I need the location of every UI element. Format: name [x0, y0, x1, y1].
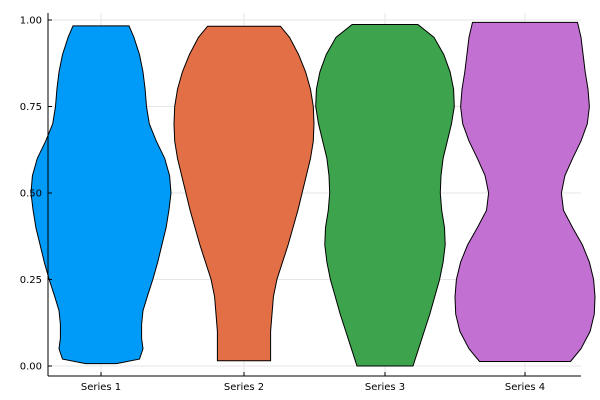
violin-2	[173, 25, 315, 362]
y-tick-label: 0.00	[20, 362, 42, 373]
y-tick-label: 0.50	[20, 189, 42, 200]
x-tick-label: Series 2	[224, 382, 264, 393]
y-tick-label: 0.75	[20, 102, 42, 113]
y-tick-label: 1.00	[20, 16, 42, 27]
violin-3	[315, 24, 455, 367]
violin-4	[454, 21, 596, 362]
x-tick-label: Series 3	[365, 382, 405, 393]
violins	[30, 21, 596, 367]
x-tick-label: Series 4	[505, 382, 545, 393]
y-tick-label: 0.25	[20, 275, 42, 286]
x-tick-label: Series 1	[81, 382, 121, 393]
violin-1	[30, 25, 172, 365]
axes: 0.00 0.25 0.50 0.75 1.00 Series 1 Series 2 Seri…	[20, 13, 581, 393]
